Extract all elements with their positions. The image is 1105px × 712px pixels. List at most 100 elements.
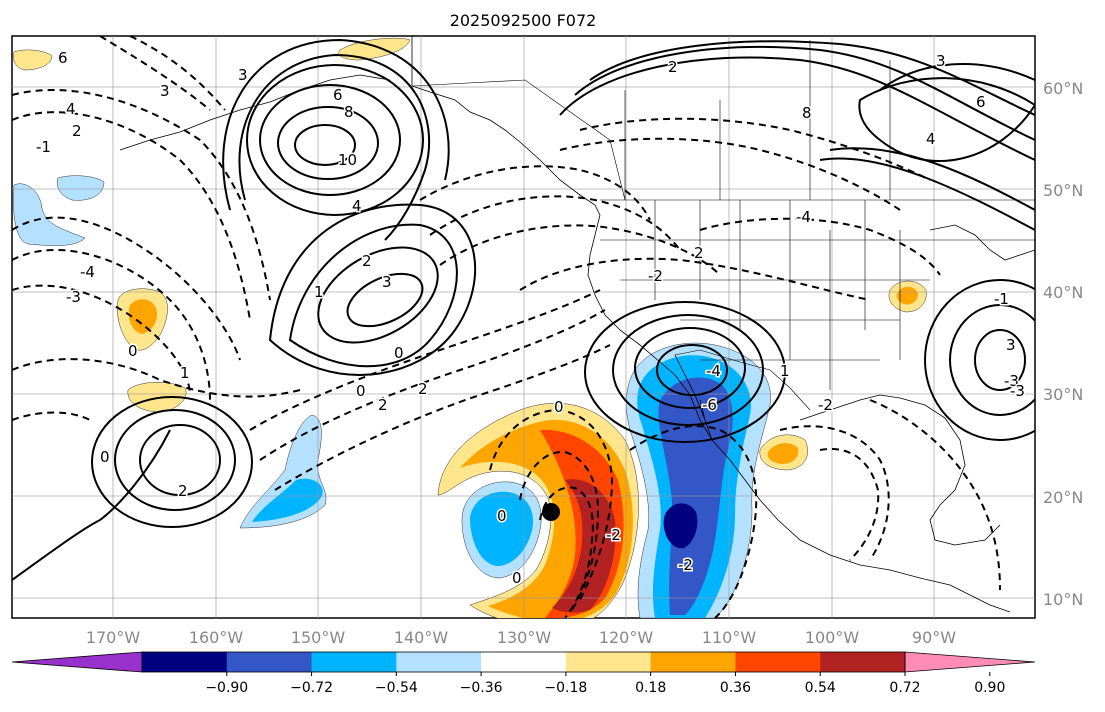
contour-ridge-4 <box>268 203 477 376</box>
colorbar-tick-label: −0.72 <box>290 680 333 696</box>
lat-label-30n: 30°N <box>1043 385 1083 404</box>
contour-neg-25 <box>99 36 211 111</box>
contour-north-7 <box>829 147 1035 211</box>
colorbar-frame <box>141 651 906 673</box>
contour-label: 4 <box>352 197 362 215</box>
contour-neg-22 <box>779 425 890 561</box>
colorbar-segment <box>396 652 482 672</box>
lon-label-130w: 130°W <box>497 628 552 647</box>
contour-label: 2 <box>178 482 188 500</box>
lat-label-40n: 40°N <box>1043 283 1083 302</box>
colorbar-tick-label: 0.90 <box>974 680 1005 696</box>
contour-neg-12 <box>429 195 681 251</box>
lon-label-100w: 100°W <box>805 628 860 647</box>
negative-anomaly-west-inner <box>470 491 533 566</box>
contour-label: 1 <box>314 283 324 301</box>
contour-label: 6 <box>333 86 343 104</box>
contour-swus-1 <box>656 344 728 396</box>
longitude-axis: 170°W 160°W 150°W 140°W 130°W 120°W 110°… <box>86 628 956 647</box>
contour-label: 0 <box>394 344 404 362</box>
colorbar-tick-label: 0.72 <box>889 680 920 696</box>
contour-cp-1 <box>139 424 221 496</box>
contour-label: 0 <box>356 382 366 400</box>
contour-ridge-1 <box>346 272 424 328</box>
contour-label: 0 <box>554 398 564 416</box>
contour-label: 4 <box>66 100 76 118</box>
canada-provinces <box>624 40 891 200</box>
contour-high-2 <box>277 106 379 180</box>
colorbar-segment <box>481 652 567 672</box>
positive-anomaly-mexico-core <box>767 443 799 464</box>
contour-cp-3 <box>91 396 253 528</box>
colorbar-segment <box>142 652 228 672</box>
contour-label: 1 <box>180 364 190 382</box>
contour-swus-4 <box>584 301 786 443</box>
contour-label: 0 <box>497 507 507 525</box>
contour-label: 2 <box>668 58 678 76</box>
lat-label-50n: 50°N <box>1043 181 1083 200</box>
contour-label: -4 <box>796 208 811 226</box>
negative-anomaly-nw-1 <box>13 183 86 246</box>
contour-label: -1 <box>36 138 51 156</box>
contour-label: -6 <box>702 396 717 414</box>
contour-neg-8 <box>249 289 601 431</box>
graticule <box>12 36 1035 618</box>
dashed-contours <box>12 36 1001 618</box>
contour-east-3 <box>924 279 1035 441</box>
contour-north-2 <box>574 46 1035 141</box>
contour-label: 3 <box>238 66 248 84</box>
contour-high-1 <box>294 124 356 166</box>
contour-ridge-2 <box>317 246 439 344</box>
contour-label: -4 <box>706 362 721 380</box>
contour-label: 3 <box>382 273 392 291</box>
contour-label: 2 <box>72 122 82 140</box>
colorbar-tick-label: 0.18 <box>635 680 666 696</box>
west-coast-na <box>587 214 1011 613</box>
contour-label: -2 <box>678 556 693 574</box>
contour-label: 4 <box>926 130 936 148</box>
contour-label: -3 <box>1010 382 1025 400</box>
contour-east-2 <box>949 304 1035 416</box>
baja-coast <box>674 354 713 441</box>
contour-label: 3 <box>160 82 170 100</box>
colorbar-tick-label: −0.36 <box>460 680 503 696</box>
contour-label: -1 <box>994 290 1009 308</box>
contour-label-layer: 6 4 3 2 -1 3 6 8 10 4 2 3 1 0 0 2 2 -4 -… <box>35 48 1027 589</box>
contour-label: 3 <box>936 52 946 70</box>
negative-anomaly-central-inner <box>252 478 323 522</box>
contour-neg-18 <box>489 408 614 601</box>
contour-swus-2 <box>634 327 746 409</box>
alaska-coast <box>411 36 601 216</box>
contour-label: 2 <box>694 244 704 262</box>
contour-neg-9 <box>259 309 606 461</box>
contour-neg-15 <box>559 137 901 211</box>
colorbar-tick-label: 0.54 <box>805 680 836 696</box>
lon-label-160w: 160°W <box>189 628 244 647</box>
great-lakes <box>929 224 1035 261</box>
contour-label: -4 <box>80 263 95 281</box>
colorbar-extend-low <box>11 651 143 673</box>
contour-neg-13 <box>439 224 721 276</box>
map-title: 2025092500 F072 <box>450 11 597 30</box>
colorbar-tick-label: 0.36 <box>720 680 751 696</box>
colorbar-segment <box>311 652 397 672</box>
lon-label-110w: 110°W <box>702 628 757 647</box>
positive-anomaly-nw-core <box>128 299 158 334</box>
contour-neg-23 <box>819 448 880 561</box>
political-borders <box>411 40 1035 411</box>
contour-cp-2 <box>114 409 236 511</box>
contour-neg-26 <box>129 36 226 111</box>
contour-neg-10 <box>274 344 611 491</box>
contour-north-5 <box>858 77 1035 162</box>
contour-label: -2 <box>818 396 833 414</box>
us-mexico-border <box>674 349 811 411</box>
colorbar-segment <box>565 652 652 672</box>
colorbar-extend-high <box>904 651 1036 673</box>
colorbar-segment <box>226 652 313 672</box>
coastlines <box>119 36 1035 613</box>
lon-label-120w: 120°W <box>599 628 654 647</box>
positive-anomaly-topleft <box>13 49 53 71</box>
contour-neg-17 <box>699 217 941 276</box>
gulf-mexico-coast <box>799 394 1001 546</box>
